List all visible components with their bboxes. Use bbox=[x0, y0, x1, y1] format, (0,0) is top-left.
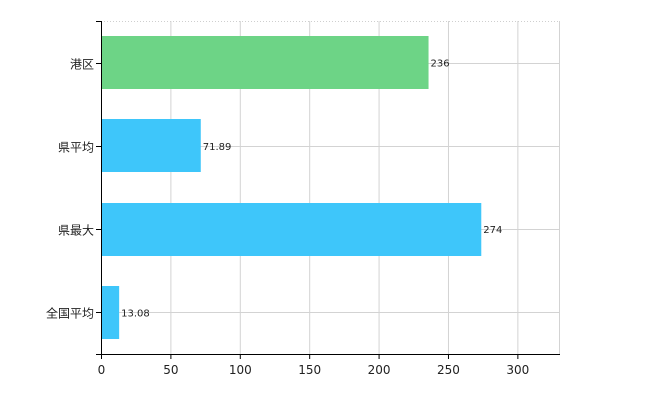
bar bbox=[102, 36, 429, 89]
y-tick-label: 港区 bbox=[70, 58, 94, 72]
bar bbox=[102, 286, 120, 339]
x-tick-label: 200 bbox=[368, 363, 391, 377]
axes bbox=[96, 21, 560, 359]
bar bbox=[102, 119, 201, 172]
bar bbox=[102, 203, 482, 256]
x-tick-label: 50 bbox=[163, 363, 178, 377]
data-label: 236 bbox=[431, 59, 450, 70]
y-tick-label: 全国平均 bbox=[46, 306, 94, 321]
x-tick-label: 250 bbox=[437, 363, 460, 377]
x-tick-label: 100 bbox=[229, 363, 252, 377]
x-tick-label: 300 bbox=[506, 363, 529, 377]
bars bbox=[102, 36, 482, 339]
data-label: 13.08 bbox=[121, 308, 150, 319]
data-label: 71.89 bbox=[203, 142, 232, 153]
data-label: 274 bbox=[483, 225, 502, 236]
x-tick-label: 0 bbox=[98, 363, 106, 377]
y-tick-label: 県最大 bbox=[58, 224, 94, 238]
x-tick-label: 150 bbox=[298, 363, 321, 377]
y-tick-label: 県平均 bbox=[58, 141, 94, 155]
